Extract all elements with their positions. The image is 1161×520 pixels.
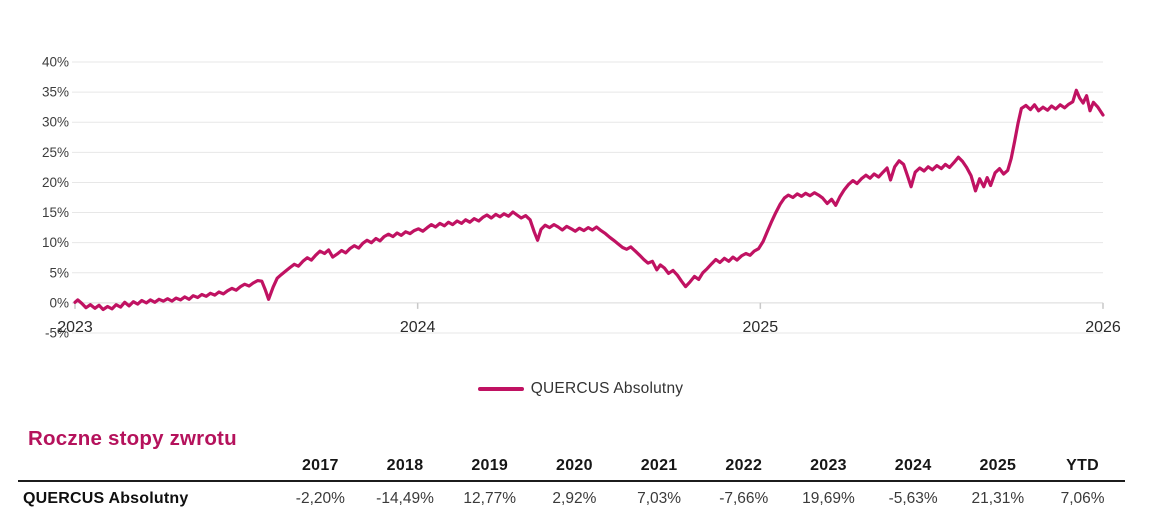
table-header-row: 2017 2018 2019 2020 2021 2022 2023 2024 … xyxy=(18,457,1125,482)
chart-legend: QUERCUS Absolutny xyxy=(0,380,1161,398)
y-axis-tick-label: 35% xyxy=(42,85,69,100)
annual-returns-title: Roczne stopy zwrotu xyxy=(28,427,237,450)
year-header: 2022 xyxy=(701,457,787,482)
table-row: QUERCUS Absolutny -2,20% -14,49% 12,77% … xyxy=(18,481,1125,508)
y-axis-tick-label: 30% xyxy=(42,115,69,130)
x-axis-tick-label: 2023 xyxy=(57,319,93,336)
year-header: 2019 xyxy=(447,457,533,482)
y-axis-tick-label: 10% xyxy=(42,235,69,250)
y-axis-tick-label: 25% xyxy=(42,145,69,160)
series-line xyxy=(73,88,1105,312)
year-header: 2018 xyxy=(362,457,448,482)
return-value: 7,06% xyxy=(1060,490,1105,507)
performance-line-chart: 40% 35% 30% 25% 20% 15% 10% 5% 0% -5%2023 2024 2025… xyxy=(42,55,1121,341)
return-value: 12,77% xyxy=(463,490,516,507)
return-value: 7,03% xyxy=(637,490,682,507)
year-header-ytd: YTD xyxy=(1040,457,1125,482)
return-value: -14,49% xyxy=(376,490,434,507)
return-value: 2,92% xyxy=(552,490,597,507)
y-axis-tick-label: 0% xyxy=(49,295,69,310)
x-axis-tick-label: 2025 xyxy=(743,319,779,336)
y-axis-tick-label: 15% xyxy=(42,205,69,220)
y-axis-tick-label: 5% xyxy=(49,265,69,280)
annual-returns-table: 2017 2018 2019 2020 2021 2022 2023 2024 … xyxy=(18,457,1125,508)
return-value: 21,31% xyxy=(971,490,1025,507)
legend-line-swatch-icon xyxy=(477,386,524,392)
y-axis-tick-label: 20% xyxy=(42,175,69,190)
year-header: 2017 xyxy=(278,457,363,482)
year-header: 2024 xyxy=(870,457,956,482)
fund-name-label: QUERCUS Absolutny xyxy=(23,490,189,507)
return-value: -5,63% xyxy=(888,490,938,507)
x-axis-tick-label: 2026 xyxy=(1085,319,1121,336)
annual-returns-section: Roczne stopy zwrotu 2017 2018 2019 2020 … xyxy=(0,427,1161,520)
legend-series-label: QUERCUS Absolutny xyxy=(530,380,684,397)
y-axis-tick-label: 40% xyxy=(42,55,69,70)
year-header: 2020 xyxy=(532,457,617,482)
return-value: -7,66% xyxy=(719,490,769,507)
year-header: 2025 xyxy=(955,457,1041,482)
year-header: 2023 xyxy=(786,457,871,482)
year-header: 2021 xyxy=(616,457,702,482)
return-value: 19,69% xyxy=(802,490,855,507)
return-value: -2,20% xyxy=(295,490,345,507)
y-axis-tick-label: -5% xyxy=(45,326,69,341)
empty-header-cell xyxy=(18,457,278,482)
x-axis-tick-label: 2024 xyxy=(400,319,436,336)
